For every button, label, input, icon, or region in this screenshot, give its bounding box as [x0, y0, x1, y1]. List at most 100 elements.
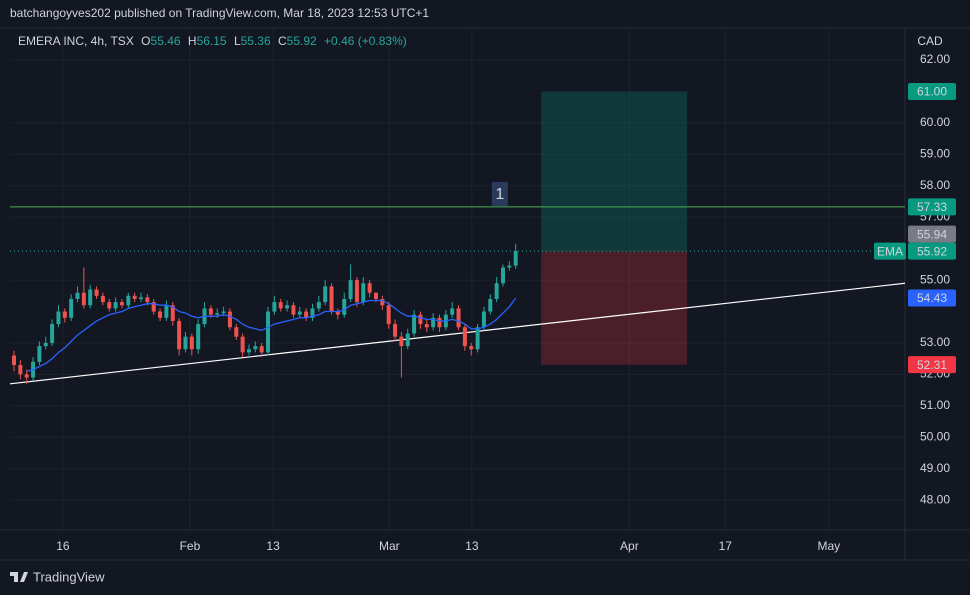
candle-body — [189, 336, 194, 350]
candle-body — [481, 311, 486, 328]
x-tick-label: 17 — [719, 539, 733, 553]
x-tick-label: 16 — [56, 539, 70, 553]
candle-body — [507, 265, 512, 268]
target-zone — [541, 91, 688, 252]
candle-body — [50, 324, 55, 343]
candle-body — [310, 308, 315, 318]
candle-body — [62, 311, 67, 318]
candle-body — [113, 302, 118, 309]
candle-body — [24, 374, 29, 378]
candle-body — [69, 298, 74, 318]
candle-body — [151, 302, 156, 312]
candle-body — [329, 286, 334, 312]
candle-body — [177, 320, 182, 350]
price-tag-label: 52.31 — [917, 358, 947, 372]
candle-body — [488, 298, 493, 312]
candle-body — [418, 314, 423, 325]
trendline — [9, 282, 906, 385]
brand: TradingView — [33, 569, 105, 584]
x-tick-label: Feb — [180, 539, 201, 553]
candle-body — [164, 305, 169, 318]
y-tick-label: 49.00 — [920, 461, 950, 475]
h-value: 56.15 — [197, 34, 227, 48]
candle-body — [100, 295, 105, 303]
candle-body — [37, 346, 42, 362]
price-tag-label: 61.00 — [917, 85, 947, 99]
candle-body — [221, 311, 226, 314]
candle-body — [323, 286, 328, 303]
y-tick-label: 60.00 — [920, 115, 950, 129]
candle-body — [335, 311, 340, 315]
price-tag-label: 57.33 — [917, 200, 947, 214]
candle-body — [196, 324, 201, 350]
candle-body — [297, 311, 302, 315]
y-tick-label: 62.00 — [920, 52, 950, 66]
candle-body — [291, 305, 296, 315]
candle-body — [412, 314, 417, 334]
candle-body — [462, 327, 467, 347]
candle-body — [367, 283, 372, 293]
candle-body — [354, 280, 359, 303]
candle-body — [373, 292, 378, 299]
candle-body — [278, 302, 283, 309]
candle-body — [456, 308, 461, 328]
price-tag — [908, 198, 956, 216]
candle-body — [240, 336, 245, 353]
price-tag — [908, 289, 956, 307]
h-label: H — [188, 34, 197, 48]
candle-body — [119, 302, 124, 306]
plot: 1 — [9, 28, 906, 530]
x-tick-label: 13 — [266, 539, 280, 553]
candle-body — [450, 308, 455, 315]
candle-body — [494, 283, 499, 299]
candle-body — [208, 308, 213, 315]
candle-body — [285, 305, 290, 309]
candle-body — [158, 311, 163, 318]
series-tag-label: EMA — [877, 244, 903, 258]
x-tick-label: Mar — [379, 539, 400, 553]
o-label: O — [141, 34, 150, 48]
c-value: 55.92 — [287, 34, 317, 48]
candle-body — [81, 292, 86, 306]
candle-body — [342, 298, 347, 315]
y-tick-label: 59.00 — [920, 147, 950, 161]
candle-body — [107, 302, 112, 309]
candle-body — [88, 289, 93, 306]
candle-body — [348, 280, 353, 299]
price-tag-label: 55.94 — [917, 227, 947, 241]
y-tick-label: 58.00 — [920, 178, 950, 192]
y-tick-label: 50.00 — [920, 429, 950, 443]
c-label: C — [278, 34, 287, 48]
l-label: L — [234, 34, 241, 48]
candle-body — [431, 317, 436, 328]
candle-body — [399, 336, 404, 347]
candle-body — [405, 333, 410, 347]
y-tick-label: 55.00 — [920, 272, 950, 286]
candle-body — [304, 311, 309, 318]
legend: EMERA INC, 4h, TSX O55.46 H56.15 L55.36 … — [18, 34, 407, 48]
candle-body — [316, 302, 321, 309]
candle-body — [183, 336, 188, 350]
candle-body — [469, 346, 474, 350]
candle-body — [94, 289, 99, 296]
price-tag-label: 55.92 — [917, 244, 947, 258]
candle-body — [424, 324, 429, 328]
price-tag — [908, 356, 956, 374]
candle-body — [75, 292, 80, 299]
candle-body — [126, 295, 131, 306]
symbol: EMERA INC, 4h, TSX — [18, 34, 134, 48]
price-tag-label: 54.43 — [917, 291, 947, 305]
candle-body — [253, 346, 258, 350]
y-tick-label: 51.00 — [920, 398, 950, 412]
logo-icon — [10, 572, 28, 582]
candle-body — [475, 327, 480, 350]
candle-body — [234, 327, 239, 337]
candle-body — [246, 349, 251, 353]
ema-line — [26, 297, 517, 372]
logo: TradingView — [10, 569, 105, 584]
publisher: batchangoyves202 published on TradingVie… — [10, 6, 429, 20]
price-tag — [908, 242, 956, 260]
